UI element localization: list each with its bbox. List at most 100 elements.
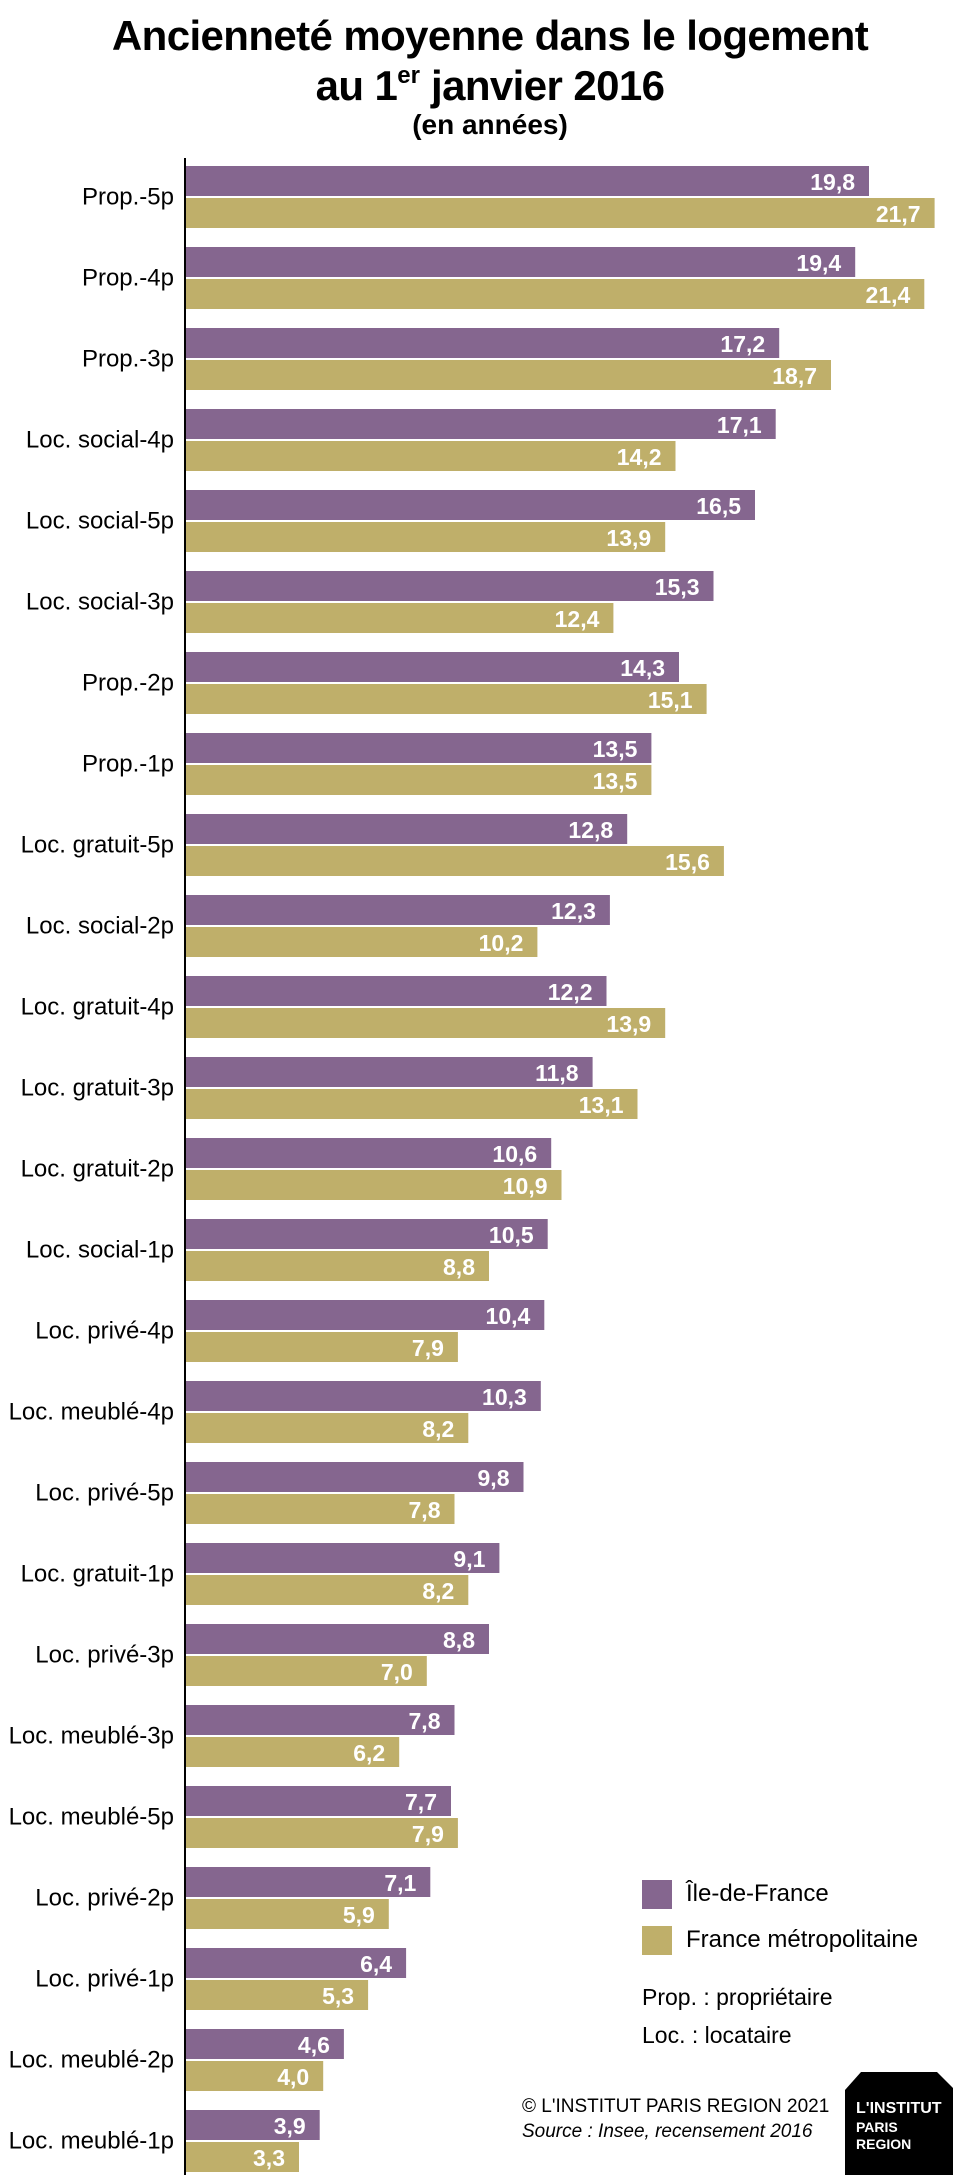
bar-ile-de-france	[185, 2029, 344, 2059]
data-label: 7,7	[405, 1789, 437, 1815]
data-label: 12,8	[568, 817, 613, 843]
data-label: 10,2	[479, 930, 524, 956]
title-line2-prefix: au 1	[315, 62, 398, 109]
data-label: 7,9	[412, 1821, 444, 1847]
bar-france-metropolitaine	[185, 1494, 455, 1524]
bar-france-metropolitaine	[185, 1737, 400, 1767]
bar-france-metropolitaine	[185, 441, 676, 471]
category-label: Loc. social-2p	[26, 913, 174, 940]
chart-subtitle: (en années)	[412, 109, 568, 140]
bar-france-metropolitaine	[185, 198, 935, 228]
bar-ile-de-france	[185, 328, 780, 358]
institut-paris-region-logo: L'INSTITUT PARIS REGION	[845, 2072, 953, 2175]
legend-item-france-metropolitaine: France métropolitaine	[642, 1925, 918, 1955]
data-label: 17,1	[717, 412, 762, 438]
bar-france-metropolitaine	[185, 765, 652, 795]
category-label: Prop.-2p	[82, 670, 174, 697]
data-label: 11,8	[535, 1060, 579, 1086]
bar-france-metropolitaine	[185, 1251, 489, 1281]
data-label: 12,2	[548, 979, 593, 1005]
category-label: Loc. meublé-3p	[9, 1723, 174, 1750]
data-label: 6,2	[353, 1740, 385, 1766]
data-label: 13,9	[606, 525, 651, 551]
bar-ile-de-france	[185, 814, 628, 844]
data-label: 7,1	[384, 1870, 416, 1896]
legend-label: Île-de-France	[686, 1880, 829, 1907]
category-label: Loc. social-1p	[26, 1237, 174, 1264]
bar-ile-de-france	[185, 1138, 552, 1168]
data-label: 7,9	[412, 1335, 444, 1361]
legend-label: France métropolitaine	[686, 1926, 919, 1953]
category-label: Loc. social-5p	[26, 508, 174, 535]
note-proprietaire: Prop. : propriétaire	[642, 1984, 833, 2010]
bar-france-metropolitaine	[185, 522, 666, 552]
bar-france-metropolitaine	[185, 279, 925, 309]
data-label: 14,2	[617, 444, 662, 470]
data-label: 13,9	[606, 1011, 651, 1037]
bar-ile-de-france	[185, 1624, 489, 1654]
data-label: 10,9	[503, 1173, 548, 1199]
category-label: Loc. gratuit-2p	[21, 1156, 174, 1183]
bar-ile-de-france	[185, 1381, 541, 1411]
legend-item-ile-de-france: Île-de-France	[642, 1879, 829, 1909]
logo-badge-shape	[845, 2072, 953, 2175]
data-label: 9,8	[478, 1465, 510, 1491]
data-label: 12,3	[551, 898, 596, 924]
data-label: 15,3	[655, 574, 700, 600]
bar-ile-de-france	[185, 1948, 407, 1978]
category-label: Prop.-1p	[82, 751, 174, 778]
category-label: Loc. social-3p	[26, 589, 174, 616]
data-label: 4,0	[277, 2064, 309, 2090]
category-label: Prop.-3p	[82, 346, 174, 373]
bar-france-metropolitaine	[185, 684, 707, 714]
bar-ile-de-france	[185, 2110, 320, 2140]
category-label: Loc. privé-5p	[35, 1480, 174, 1507]
data-label: 6,4	[360, 1951, 392, 1977]
source-note: Source : Insee, recensement 2016	[522, 2121, 813, 2142]
chart-title: Ancienneté moyenne dans le logement	[111, 12, 869, 59]
category-label: Loc. privé-1p	[35, 1966, 174, 1993]
bar-ile-de-france	[185, 490, 755, 520]
bar-ile-de-france	[185, 733, 652, 763]
data-label: 10,3	[482, 1384, 527, 1410]
category-label: Loc. gratuit-3p	[21, 1075, 174, 1102]
bar-france-metropolitaine	[185, 603, 614, 633]
bar-ile-de-france	[185, 166, 869, 196]
logo-text-line3: REGION	[856, 2136, 911, 2152]
category-label: Loc. gratuit-1p	[21, 1561, 174, 1588]
bar-france-metropolitaine	[185, 1008, 666, 1038]
bar-france-metropolitaine	[185, 1089, 638, 1119]
bar-ile-de-france	[185, 409, 776, 439]
bar-ile-de-france	[185, 247, 856, 277]
data-label: 10,5	[489, 1222, 534, 1248]
bar-ile-de-france	[185, 1543, 500, 1573]
bar-ile-de-france	[185, 1462, 524, 1492]
category-label: Loc. privé-2p	[35, 1885, 174, 1912]
logo-text-line1: L'INSTITUT	[856, 2100, 942, 2117]
bar-france-metropolitaine	[185, 846, 724, 876]
chart-title-line2: au 1er janvier 2016	[27, 62, 953, 110]
data-label: 7,8	[409, 1708, 441, 1734]
data-label: 7,0	[381, 1659, 413, 1685]
bar-ile-de-france	[185, 652, 679, 682]
data-label: 19,8	[810, 169, 855, 195]
category-label: Prop.-4p	[82, 265, 174, 292]
data-label: 13,5	[593, 768, 638, 794]
bar-france-metropolitaine	[185, 1656, 427, 1686]
bar-france-metropolitaine	[185, 1413, 469, 1443]
data-label: 12,4	[555, 606, 600, 632]
data-label: 15,6	[665, 849, 710, 875]
category-label: Loc. gratuit-4p	[21, 994, 174, 1021]
data-label: 8,8	[443, 1627, 475, 1653]
category-label: Loc. meublé-2p	[9, 2047, 174, 2074]
data-label: 8,8	[443, 1254, 475, 1280]
data-label: 21,7	[876, 201, 921, 227]
data-label: 8,2	[422, 1578, 454, 1604]
bar-ile-de-france	[185, 1705, 455, 1735]
legend-swatch-ile-de-france	[642, 1879, 672, 1909]
data-label: 5,9	[343, 1902, 375, 1928]
note-locataire: Loc. : locataire	[642, 2022, 792, 2048]
title-line2-superscript: er	[397, 62, 420, 89]
bar-ile-de-france	[185, 1786, 451, 1816]
